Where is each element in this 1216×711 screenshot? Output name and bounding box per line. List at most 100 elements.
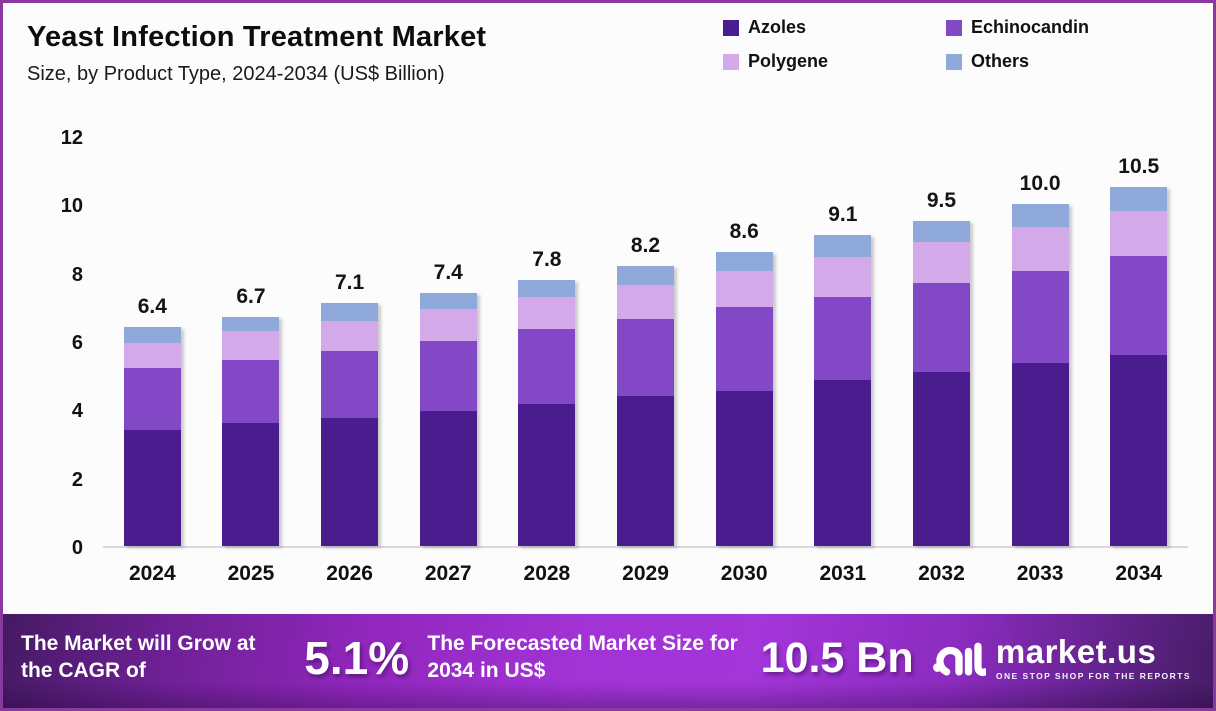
market-us-swirl-icon [932,642,986,677]
bar-total-label: 7.8 [532,247,562,271]
bar-slot-2032: 9.5 [892,138,991,546]
stacked-bar-2028 [518,279,576,546]
legend-swatch-icon [723,53,739,70]
bar-segment-polygene [123,342,181,369]
y-tick-6: 6 [71,332,83,354]
stacked-bar-2034 [1110,187,1168,546]
bar-segment-echinocandin [123,368,181,430]
bar-segment-azoles [321,417,379,546]
bar-segment-others [222,317,280,331]
brand-logo: market.us ONE STOP SHOP FOR THE REPORTS [932,635,1191,681]
bar-total-label: 10.0 [1019,172,1061,196]
chart-legend: Azoles Echinocandin Polygene Others [723,17,1181,72]
bar-segment-azoles [715,390,773,546]
x-label-2028: 2028 [523,562,571,585]
legend-item-polygene: Polygene [723,51,938,72]
bar-segment-azoles [123,429,181,546]
bar-segment-echinocandin [222,359,280,423]
bar-segment-polygene [617,284,675,319]
bar-total-label: 9.1 [828,203,858,227]
bar-segment-azoles [617,395,675,546]
bar-segment-echinocandin [518,329,576,405]
bar-segment-azoles [1110,354,1168,546]
bar-total-label: 6.4 [137,295,167,319]
bar-slot-2030: 8.6 [695,138,794,546]
bar-segment-others [1011,204,1069,227]
bar-segment-azoles [814,380,872,546]
bar-segment-others [912,221,970,242]
brand-text: market.us ONE STOP SHOP FOR THE REPORTS [996,635,1191,681]
bar-segment-others [617,265,675,285]
stacked-bar-2024 [123,327,181,546]
cagr-value: 5.1% [304,632,410,684]
bar-total-label: 7.1 [335,271,365,295]
bar-segment-others [321,303,379,321]
bar-segment-polygene [1110,211,1168,256]
y-axis: 0 2 4 6 8 10 12 [33,127,83,559]
stacked-bar-2027 [419,293,477,546]
brand-name: market.us [995,633,1157,670]
bar-segment-azoles [1011,363,1069,546]
bar-segment-others [814,235,872,258]
bar-segment-polygene [419,308,477,342]
x-label-2029: 2029 [622,562,669,585]
bar-segment-echinocandin [321,351,379,418]
bar-segment-azoles [518,404,576,546]
legend-label: Polygene [748,51,829,71]
x-label-2032: 2032 [918,562,965,585]
x-axis-labels: 2024 2025 2026 2027 2028 2029 2030 2031 2032 2033… [103,562,1188,586]
header: Yeast Infection Treatment Market Size, b… [27,21,486,86]
bar-slot-2024: 6.4 [103,138,202,546]
x-label-2030: 2030 [720,562,768,585]
stacked-bar-plot: 6.4 6.7 7.1 7.4 7.8 8.2 8.6 9.1 9.5 10.0 10.5 [103,138,1188,548]
bar-segment-azoles [912,371,970,546]
x-label-2031: 2031 [819,562,867,585]
bar-segment-others [1110,187,1168,212]
stacked-bar-2031 [814,235,872,546]
bar-total-label: 8.2 [630,233,661,257]
bar-segment-others [419,293,477,309]
bar-total-label: 9.5 [926,189,957,213]
bar-segment-echinocandin [1110,255,1168,355]
bar-total-label: 8.6 [729,220,759,244]
bar-segment-echinocandin [617,318,675,396]
legend-swatch-icon [723,19,739,36]
bar-segment-others [518,279,576,297]
bar-segment-echinocandin [1011,270,1069,364]
legend-swatch-icon [946,19,962,36]
footer-banner: The Market will Grow at the CAGR of 5.1%… [3,614,1213,708]
bar-segment-echinocandin [419,341,477,412]
brand-tagline: ONE STOP SHOP FOR THE REPORTS [995,671,1191,681]
bar-segment-echinocandin [814,296,872,381]
bar-segment-polygene [715,270,773,307]
legend-label: Echinocandin [971,17,1090,37]
bar-total-label: 7.4 [433,261,463,285]
bar-total-label: 6.7 [236,285,266,309]
bar-slot-2027: 7.4 [399,138,498,546]
bar-total-label: 10.5 [1118,155,1160,179]
page-title: Yeast Infection Treatment Market [27,21,487,53]
bar-segment-others [123,327,181,343]
legend-item-others: Others [946,51,1181,72]
stacked-bar-2033 [1011,204,1069,546]
bar-segment-polygene [1011,226,1069,271]
bar-slot-2034: 10.5 [1089,138,1188,546]
bar-slot-2026: 7.1 [300,138,399,546]
bar-slot-2033: 10.0 [991,138,1090,546]
bar-segment-polygene [814,257,872,297]
x-label-2027: 2027 [424,562,472,585]
bar-segment-others [715,252,773,271]
stacked-bar-2030 [715,252,773,546]
legend-label: Others [971,51,1030,71]
bar-segment-polygene [321,320,379,352]
stacked-bar-2032 [912,221,970,546]
bar-segment-polygene [222,330,280,360]
stacked-bar-2026 [321,303,379,546]
legend-label: Azoles [748,17,807,37]
x-label-2033: 2033 [1016,562,1064,585]
x-label-2034: 2034 [1115,562,1163,585]
bar-segment-azoles [419,411,477,546]
legend-item-echinocandin: Echinocandin [946,17,1181,38]
bar-segment-polygene [518,296,576,330]
